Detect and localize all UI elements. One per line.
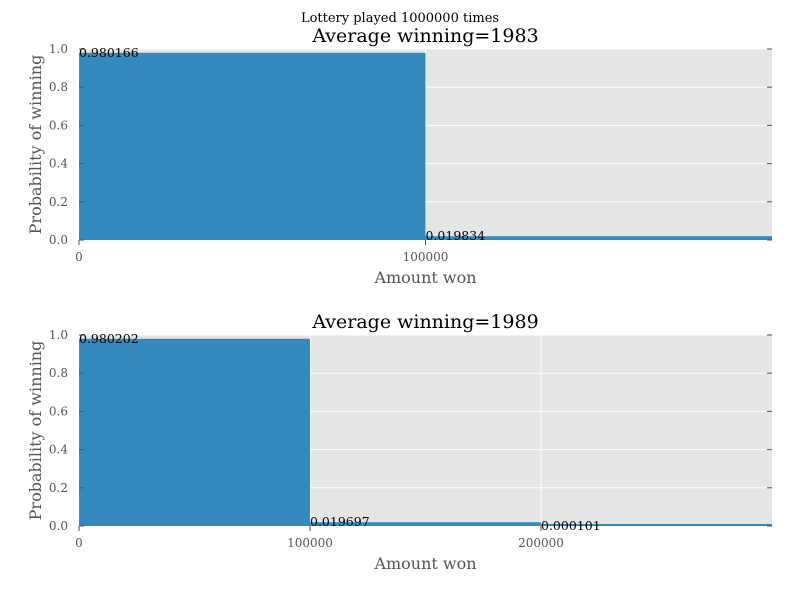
chart-1-data-label: 0.980166 [79, 45, 139, 60]
chart-1-ytick-label: 0.0 [49, 233, 68, 247]
chart-2-ytick-label: 0.2 [49, 481, 68, 495]
chart-2-title: Average winning=1989 [311, 311, 538, 333]
chart-1-ytick-label: 0.2 [49, 195, 68, 209]
chart-2-ytick-label: 0.6 [49, 404, 68, 418]
chart-1-y-axis-label: Probability of winning [26, 55, 45, 235]
chart-1-ytick-label: 0.4 [49, 157, 68, 171]
chart-2-xtick-label: 0 [75, 536, 83, 550]
chart-2-xtick-label: 100000 [287, 536, 333, 550]
chart-2-x-axis-label: Amount won [373, 554, 476, 573]
chart-2-ytick-label: 1.0 [49, 328, 68, 342]
chart-2-bar [310, 522, 541, 526]
chart-2: 0.0 0.2 0.4 0.6 0.8 1.0 0 100000 200000 0.980202… [26, 311, 772, 573]
chart-2-ytick-label: 0.0 [49, 519, 68, 533]
chart-1-data-label: 0.019834 [426, 228, 486, 243]
chart-1-xtick-label: 0 [75, 250, 83, 264]
chart-2-data-label: 0.980202 [79, 331, 139, 346]
chart-1-ticks: 0.0 0.2 0.4 0.6 0.8 1.0 0 100000 [49, 42, 772, 264]
figure-suptitle: Lottery played 1000000 times [301, 11, 499, 26]
chart-2-ticks: 0.0 0.2 0.4 0.6 0.8 1.0 0 100000 200000 [49, 328, 772, 550]
chart-2-ytick-label: 0.8 [49, 366, 68, 380]
chart-1-xtick-label: 100000 [403, 250, 449, 264]
chart-2-xtick-label: 200000 [518, 536, 564, 550]
chart-1-bar [425, 236, 772, 240]
chart-1-ytick-label: 0.6 [49, 118, 68, 132]
chart-2-data-label: 0.019697 [310, 514, 370, 529]
chart-2-bar [541, 524, 772, 526]
chart-2-bars [79, 338, 772, 526]
chart-2-data-label: 0.000101 [541, 518, 601, 533]
chart-1-bar [79, 52, 426, 240]
chart-1-data-labels: 0.980166 0.019834 [79, 45, 485, 243]
chart-1-ytick-label: 1.0 [49, 42, 68, 56]
chart-2-ytick-label: 0.4 [49, 443, 68, 457]
chart-1-bars [79, 52, 772, 240]
chart-1-ytick-label: 0.8 [49, 80, 68, 94]
chart-2-y-axis-label: Probability of winning [26, 341, 45, 521]
chart-2-bar [79, 338, 310, 526]
chart-1: 0.0 0.2 0.4 0.6 0.8 1.0 0 100000 0.980166 0.0198… [26, 25, 772, 287]
chart-1-x-axis-label: Amount won [373, 268, 476, 287]
chart-1-title: Average winning=1983 [311, 25, 538, 47]
chart-2-data-labels: 0.980202 0.019697 0.000101 [79, 331, 601, 533]
